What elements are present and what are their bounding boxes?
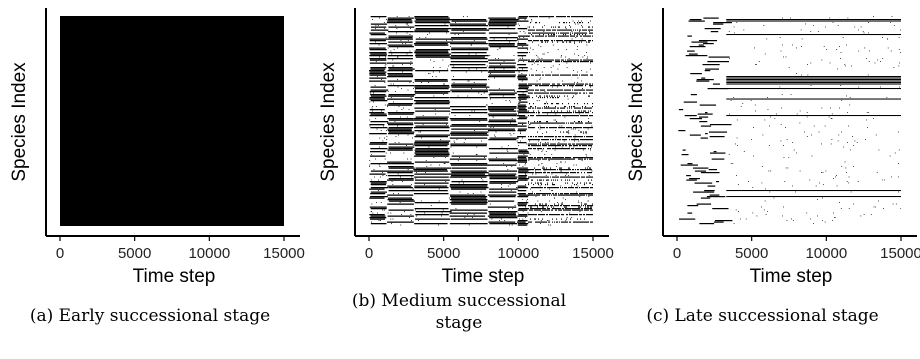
chart-c: 0 5000 10000 15000 Time step Species Index [626, 8, 920, 287]
x-axis-label-a: Time step [133, 266, 216, 287]
y-axis-label-b: Species Index [318, 62, 339, 182]
occupancy-raster [60, 16, 284, 226]
x-ticks-a: 0 5000 10000 15000 [56, 236, 305, 262]
x-tick-label: 10000 [188, 245, 230, 262]
x-tick-label: 5000 [427, 245, 460, 262]
panel-b: 0 5000 10000 15000 Time step Species Index … [309, 0, 614, 359]
x-axis-label-b: Time step [442, 266, 525, 287]
raster-c [677, 16, 901, 226]
panel-a: 0 5000 10000 15000 Time step Species Index … [0, 0, 305, 359]
x-ticks-b: 0 5000 10000 15000 [365, 236, 614, 262]
x-tick-label: 0 [56, 245, 64, 262]
chart-b: 0 5000 10000 15000 Time step Species Index [318, 8, 614, 287]
raster-b [369, 16, 593, 226]
x-tick-label: 0 [673, 245, 681, 262]
x-tick-label: 10000 [497, 245, 539, 262]
x-ticks-c: 0 5000 10000 15000 [673, 236, 920, 262]
caption-b-line-2: stage [435, 313, 483, 333]
chart-a: 0 5000 10000 15000 Time step Species Index [9, 8, 305, 287]
x-tick-label: 15000 [263, 245, 305, 262]
caption-b: (b) Medium successional stage [289, 290, 629, 334]
occupancy-raster [677, 16, 901, 226]
caption-c: (c) Late successional stage [646, 306, 879, 326]
x-axis-label-c: Time step [750, 266, 833, 287]
y-axis-label-c: Species Index [626, 62, 647, 182]
x-tick-label: 5000 [118, 245, 151, 262]
caption-a: (a) Early successional stage [29, 306, 271, 326]
x-tick-label: 0 [365, 245, 373, 262]
x-tick-label: 5000 [735, 245, 768, 262]
caption-b-line-1: (b) Medium successional [351, 291, 567, 311]
x-tick-label: 15000 [880, 245, 920, 262]
panel-c: 0 5000 10000 15000 Time step Species Index … [617, 0, 920, 359]
y-axis-label-a: Species Index [9, 62, 30, 182]
raster-a [60, 16, 284, 226]
x-tick-label: 15000 [572, 245, 614, 262]
x-tick-label: 10000 [805, 245, 847, 262]
occupancy-raster [369, 16, 593, 226]
